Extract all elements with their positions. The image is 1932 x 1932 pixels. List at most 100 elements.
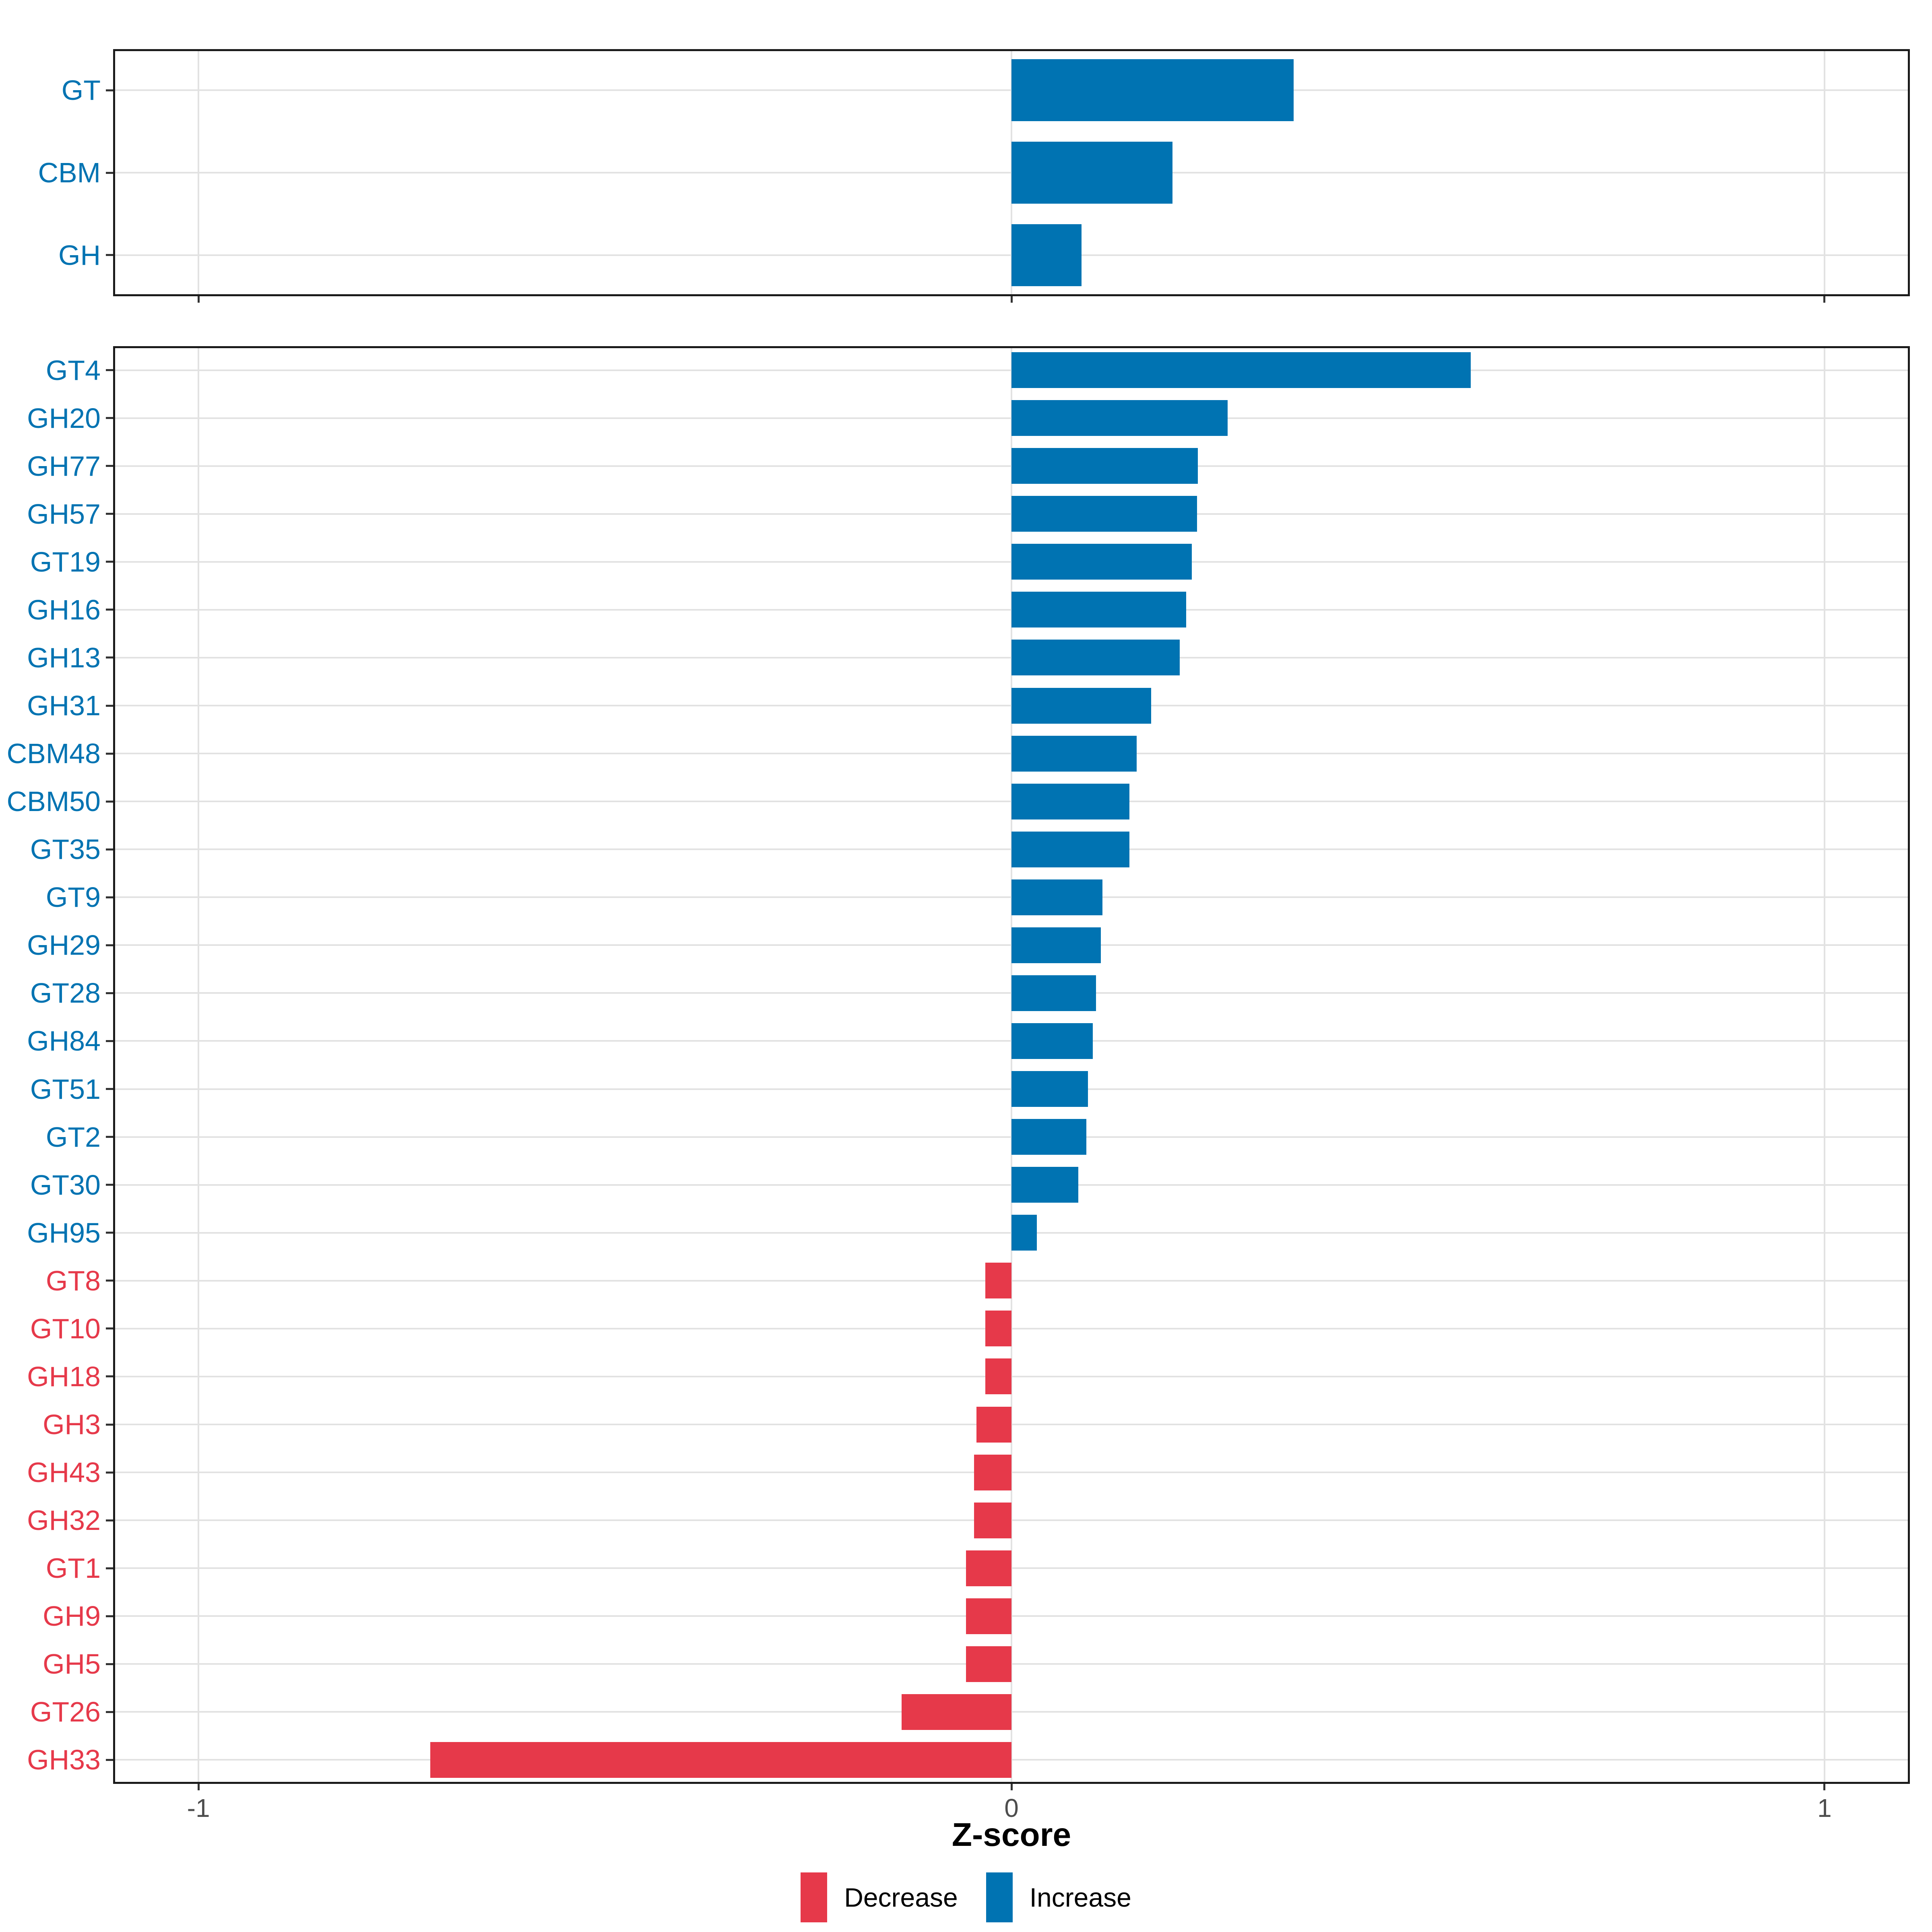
category-label-GH16: GH16 [27,594,101,625]
category-label-CBM: CBM [38,157,101,188]
bar-GH13 [1011,640,1180,676]
y-tick-GT [106,89,113,91]
bar-GH95 [1011,1215,1037,1251]
bar-GT26 [902,1694,1011,1730]
y-tick-GT4 [106,369,113,372]
y-tick-GH13 [106,656,113,659]
gridline-vertical [198,49,200,296]
y-tick-GH33 [106,1759,113,1761]
category-label-GH: GH [58,239,101,271]
category-label-GT2: GT2 [45,1121,101,1153]
x-tick-0 [1010,1784,1013,1790]
bar-GT30 [1011,1167,1078,1203]
y-tick-GT9 [106,896,113,898]
x-tick-label--1: -1 [187,1794,210,1823]
legend-item-decrease: Decrease [801,1872,958,1922]
bar-GH3 [976,1406,1011,1443]
bar-GH32 [974,1502,1011,1538]
y-tick-GH43 [106,1471,113,1474]
bar-GH20 [1011,400,1228,436]
category-label-GH33: GH33 [27,1744,101,1776]
y-tick-GH57 [106,513,113,515]
category-label-GH13: GH13 [27,642,101,673]
x-tick-0 [1010,296,1013,303]
gridline-vertical [198,346,200,1784]
y-tick-GT19 [106,561,113,563]
legend-label-decrease: Decrease [844,1882,958,1912]
x-tick-label-0: 0 [1004,1794,1019,1823]
category-label-GT4: GT4 [45,354,101,386]
y-tick-GH31 [106,704,113,707]
y-tick-GT10 [106,1327,113,1330]
y-tick-CBM48 [106,752,113,755]
y-tick-GT35 [106,848,113,850]
y-tick-CBM [106,171,113,174]
bar-GT4 [1011,352,1471,388]
bar-GT [1011,59,1294,122]
y-tick-GH20 [106,417,113,419]
category-label-GH84: GH84 [27,1025,101,1057]
x-axis-title: Z-score [952,1816,1071,1853]
category-label-GT19: GT19 [30,546,101,578]
bar-GT28 [1011,975,1096,1011]
bar-GH16 [1011,592,1187,628]
category-label-CBM48: CBM48 [6,738,101,770]
category-label-GH5: GH5 [43,1648,101,1680]
bar-GH77 [1011,448,1198,484]
gridline-vertical [1823,49,1825,296]
legend-item-increase: Increase [986,1872,1131,1922]
category-label-GT30: GT30 [30,1169,101,1201]
y-tick-CBM50 [106,800,113,803]
x-tick--1 [197,296,200,303]
y-tick-GT26 [106,1711,113,1713]
bar-CBM [1011,142,1172,204]
category-label-GT9: GT9 [45,881,101,913]
x-tick-label-1: 1 [1817,1794,1832,1823]
y-tick-GH77 [106,465,113,467]
category-label-GT26: GT26 [30,1696,101,1728]
bar-GH43 [974,1454,1011,1490]
legend-label-increase: Increase [1029,1882,1131,1912]
bar-GT1 [966,1550,1011,1586]
y-tick-GH3 [106,1423,113,1426]
x-tick--1 [197,1784,200,1790]
category-label-GH31: GH31 [27,690,101,721]
bar-GT2 [1011,1119,1086,1155]
y-tick-GT1 [106,1567,113,1569]
y-tick-GH [106,254,113,256]
bar-GT10 [985,1311,1011,1347]
category-label-GT28: GT28 [30,977,101,1009]
category-label-GT10: GT10 [30,1313,101,1344]
bar-CBM50 [1011,783,1129,819]
category-label-GH95: GH95 [27,1217,101,1249]
bar-GH5 [966,1646,1011,1682]
y-tick-GH18 [106,1375,113,1378]
y-tick-GT8 [106,1280,113,1282]
category-label-GT51: GT51 [30,1073,101,1105]
category-label-GH18: GH18 [27,1360,101,1392]
bar-GH [1011,224,1082,286]
bar-GT35 [1011,831,1129,867]
category-label-GH57: GH57 [27,498,101,530]
category-label-GT35: GT35 [30,834,101,865]
category-label-GT8: GT8 [45,1265,101,1296]
y-tick-GH84 [106,1040,113,1042]
bar-GT9 [1011,879,1103,915]
category-label-GT: GT [61,74,101,106]
x-tick-1 [1823,1784,1826,1790]
y-tick-GT30 [106,1184,113,1186]
gridline-vertical [1011,346,1012,1784]
category-label-GH3: GH3 [43,1409,101,1440]
x-tick-1 [1823,296,1826,303]
legend-swatch-increase [986,1872,1013,1922]
category-label-GH77: GH77 [27,450,101,482]
category-label-GT1: GT1 [45,1552,101,1584]
y-tick-GT28 [106,992,113,994]
legend-swatch-decrease [801,1872,828,1922]
bar-CBM48 [1011,735,1137,772]
gridline-vertical [1823,346,1825,1784]
bar-GH29 [1011,927,1101,963]
bar-GH18 [985,1358,1011,1395]
y-tick-GT51 [106,1088,113,1090]
